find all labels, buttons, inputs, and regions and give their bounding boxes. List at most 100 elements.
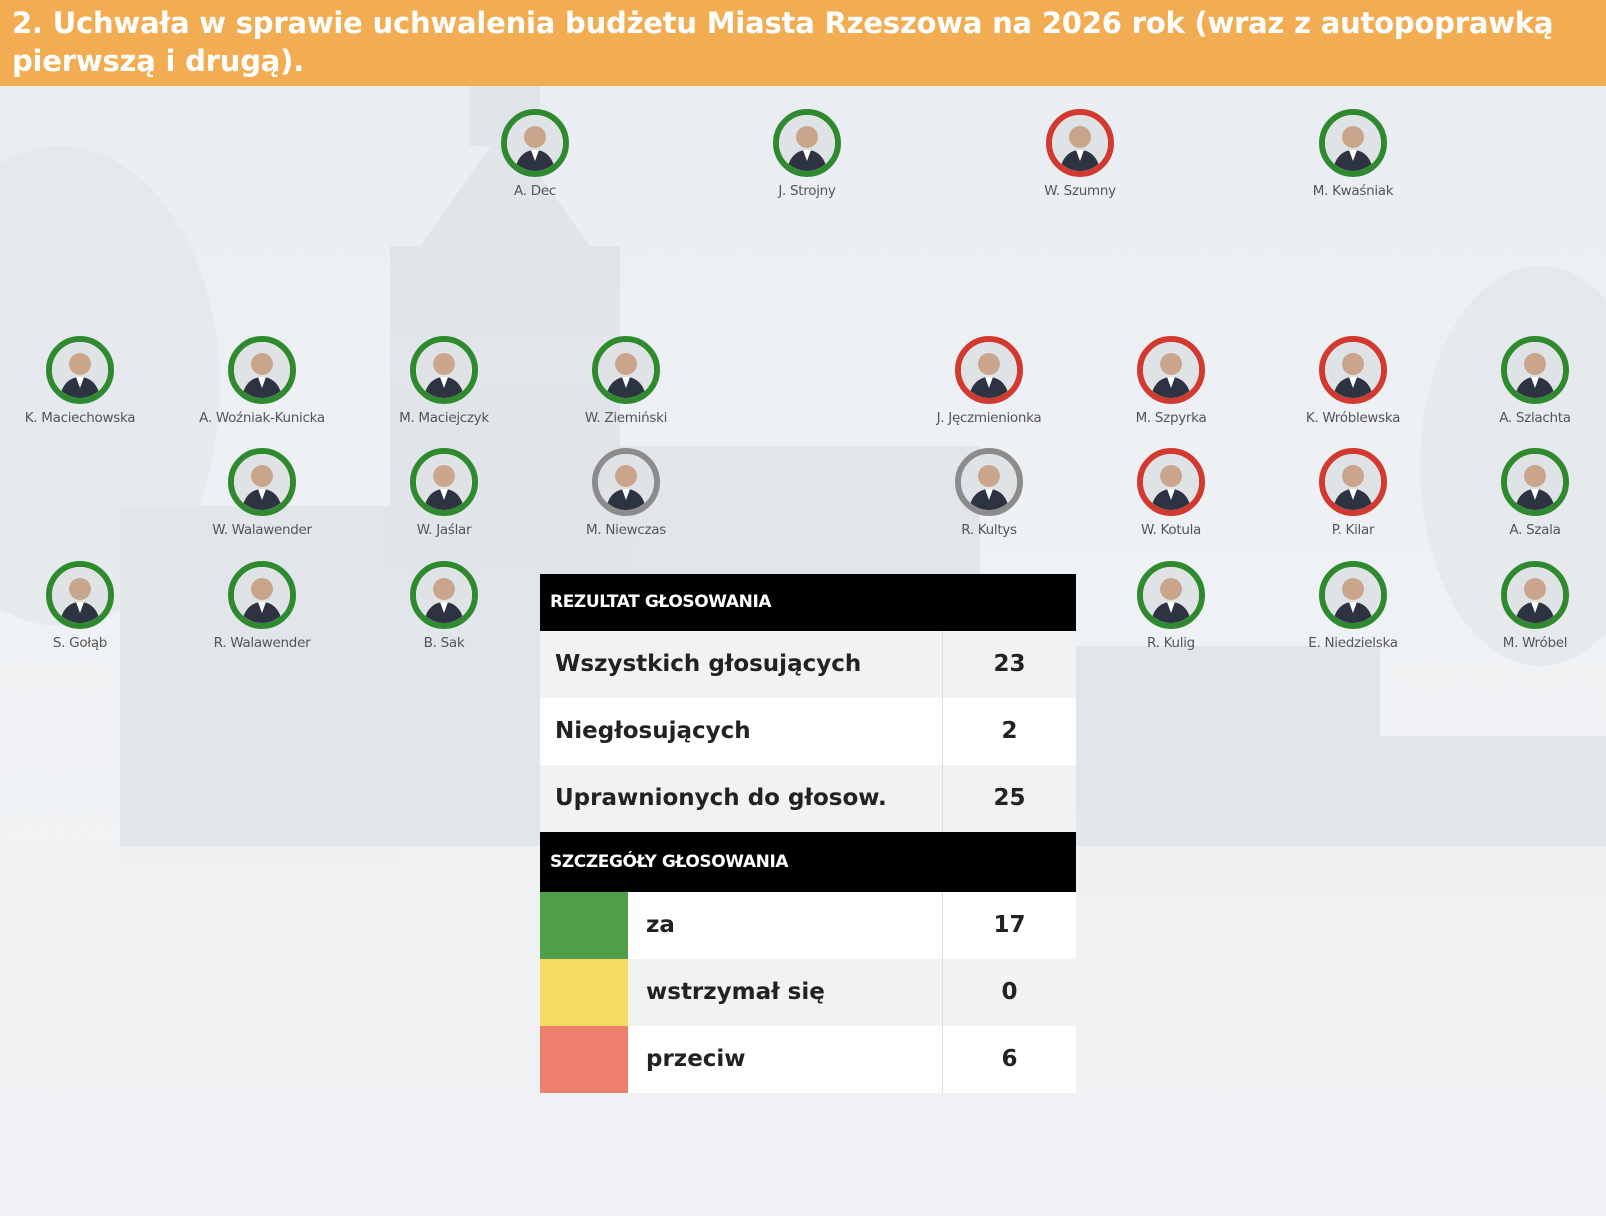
councillor-name: M. Maciejczyk (399, 410, 489, 426)
avatar (592, 336, 660, 404)
councillor-name: A. Szlachta (1499, 410, 1571, 426)
person-photo-icon (1143, 567, 1199, 623)
councillor-niedzielska[interactable]: E. Niedzielska (1278, 561, 1428, 651)
results-value: 2 (942, 698, 1076, 765)
councillor-name: P. Kilar (1331, 522, 1375, 538)
person-photo-icon (598, 342, 654, 398)
avatar (228, 561, 296, 629)
councillor-strojny[interactable]: J. Strojny (732, 109, 882, 199)
councillor-name: R. Walawender (213, 635, 311, 651)
councillor-name: B. Sak (423, 635, 465, 651)
avatar (1319, 336, 1387, 404)
vote-abstain-swatch (540, 959, 628, 1026)
councillor-name: M. Niewczas (586, 522, 666, 538)
avatar (1501, 336, 1569, 404)
councillor-golab[interactable]: S. Gołąb (5, 561, 155, 651)
councillor-niewczas[interactable]: M. Niewczas (551, 448, 701, 538)
person-photo-icon (1325, 454, 1381, 510)
person-photo-icon (416, 342, 472, 398)
results-row-entitled: Uprawnionych do głosow. 25 (540, 765, 1076, 832)
person-photo-icon (1325, 115, 1381, 171)
voting-results-panel: REZULTAT GŁOSOWANIA Wszystkich głosujący… (540, 574, 1076, 1093)
councillor-wroblewska[interactable]: K. Wróblewska (1278, 336, 1428, 426)
vote-for-swatch (540, 892, 628, 959)
councillor-name: W. Ziemiński (584, 410, 668, 426)
councillor-wozniak-kunicka[interactable]: A. Woźniak-Kunicka (187, 336, 337, 426)
councillor-walawender-r[interactable]: R. Walawender (187, 561, 337, 651)
avatar (955, 448, 1023, 516)
councillor-kwasniak[interactable]: M. Kwaśniak (1278, 109, 1428, 199)
councillor-name: J. Jęczmienionka (936, 410, 1042, 426)
avatar (410, 336, 478, 404)
councillor-name: A. Dec (514, 183, 556, 199)
avatar (228, 336, 296, 404)
councillor-zieminski[interactable]: W. Ziemiński (551, 336, 701, 426)
results-row-total-voting: Wszystkich głosujących 23 (540, 631, 1076, 698)
details-value: 6 (942, 1026, 1076, 1093)
person-photo-icon (598, 454, 654, 510)
details-header: SZCZEGÓŁY GŁOSOWANIA (540, 832, 1076, 892)
councillor-kotula[interactable]: W. Kotula (1096, 448, 1246, 538)
councillor-name: W. Walawender (212, 522, 312, 538)
person-photo-icon (1507, 342, 1563, 398)
councillor-name: W. Jaślar (416, 522, 472, 538)
councillor-name: W. Szumny (1044, 183, 1116, 199)
councillor-szumny[interactable]: W. Szumny (1005, 109, 1155, 199)
avatar (1046, 109, 1114, 177)
avatar (1137, 448, 1205, 516)
councillor-walawender-w[interactable]: W. Walawender (187, 448, 337, 538)
councillor-name: J. Strojny (778, 183, 836, 199)
results-value: 25 (942, 765, 1076, 832)
councillor-sak[interactable]: B. Sak (369, 561, 519, 651)
avatar (1501, 448, 1569, 516)
person-photo-icon (1143, 342, 1199, 398)
person-photo-icon (1507, 567, 1563, 623)
councillor-kilar[interactable]: P. Kilar (1278, 448, 1428, 538)
details-label: za (646, 912, 675, 938)
person-photo-icon (416, 454, 472, 510)
councillor-wrobel[interactable]: M. Wróbel (1460, 561, 1606, 651)
person-photo-icon (961, 342, 1017, 398)
councillor-dec[interactable]: A. Dec (460, 109, 610, 199)
vote-against-swatch (540, 1026, 628, 1093)
councillor-jeczmienionka[interactable]: J. Jęczmienionka (914, 336, 1064, 426)
details-label: przeciw (646, 1046, 746, 1072)
person-photo-icon (52, 567, 108, 623)
councillor-name: M. Szpyrka (1135, 410, 1207, 426)
person-photo-icon (234, 567, 290, 623)
results-label: Uprawnionych do głosow. (555, 785, 887, 811)
resolution-title-bar: 2. Uchwała w sprawie uchwalenia budżetu … (0, 0, 1606, 86)
details-row-against: przeciw 6 (540, 1026, 1076, 1093)
person-photo-icon (961, 454, 1017, 510)
avatar (955, 336, 1023, 404)
councillor-maciechowska[interactable]: K. Maciechowska (5, 336, 155, 426)
person-photo-icon (1325, 567, 1381, 623)
results-label: Wszystkich głosujących (555, 651, 862, 677)
councillor-szlachta[interactable]: A. Szlachta (1460, 336, 1606, 426)
results-row-not-voting: Niegłosujących 2 (540, 698, 1076, 765)
councillor-name: S. Gołąb (52, 635, 108, 651)
councillor-kultys[interactable]: R. Kultys (914, 448, 1064, 538)
person-photo-icon (1052, 115, 1108, 171)
councillor-jaslar[interactable]: W. Jaślar (369, 448, 519, 538)
person-photo-icon (234, 342, 290, 398)
person-photo-icon (52, 342, 108, 398)
person-photo-icon (507, 115, 563, 171)
councillor-name: A. Woźniak-Kunicka (199, 410, 325, 426)
councillor-name: K. Maciechowska (24, 410, 136, 426)
councillor-name: E. Niedzielska (1308, 635, 1398, 651)
councillor-name: W. Kotula (1141, 522, 1201, 538)
avatar (46, 561, 114, 629)
avatar (1137, 336, 1205, 404)
results-value: 23 (942, 631, 1076, 698)
councillor-name: M. Kwaśniak (1312, 183, 1394, 199)
avatar (46, 336, 114, 404)
avatar (410, 448, 478, 516)
councillor-szpyrka[interactable]: M. Szpyrka (1096, 336, 1246, 426)
avatar (228, 448, 296, 516)
councillor-kulig[interactable]: R. Kulig (1096, 561, 1246, 651)
councillor-maciejczyk[interactable]: M. Maciejczyk (369, 336, 519, 426)
councillor-szala[interactable]: A. Szala (1460, 448, 1606, 538)
avatar (1501, 561, 1569, 629)
councillor-name: K. Wróblewska (1305, 410, 1401, 426)
